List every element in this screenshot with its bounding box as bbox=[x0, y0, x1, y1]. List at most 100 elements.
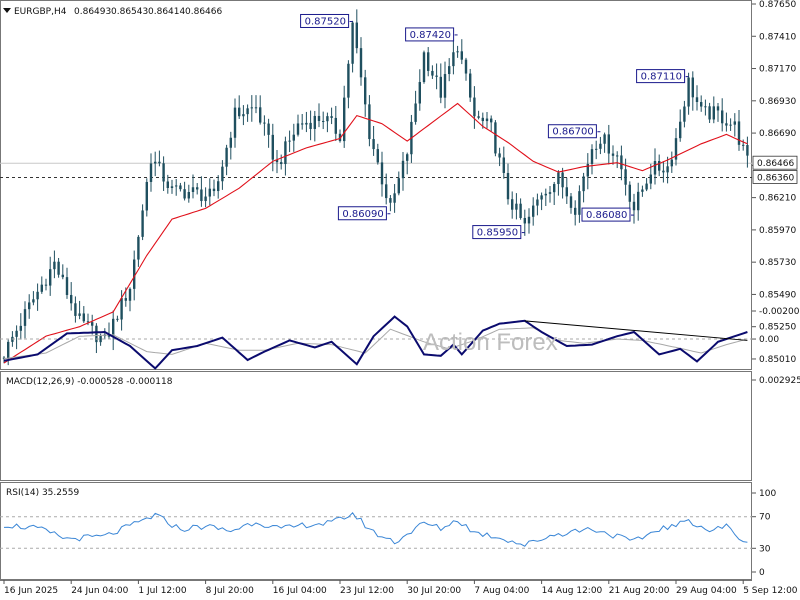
candle bbox=[679, 109, 682, 142]
time-tick-label: 29 Aug 04:00 bbox=[676, 586, 737, 596]
candle-body bbox=[65, 277, 69, 295]
candle bbox=[15, 325, 18, 350]
ohlc-high: 0.86543 bbox=[111, 7, 148, 17]
time-tick-label: 24 Jun 04:00 bbox=[71, 586, 128, 596]
candle bbox=[737, 109, 741, 151]
macd-layer bbox=[0, 315, 752, 370]
annotation-box bbox=[300, 13, 350, 28]
rsi-line bbox=[3, 512, 748, 547]
candle-body bbox=[721, 110, 724, 124]
candle-body bbox=[359, 48, 363, 78]
candle-body bbox=[519, 203, 522, 218]
candle bbox=[271, 123, 274, 172]
candle bbox=[616, 151, 619, 169]
candle bbox=[217, 175, 220, 199]
price-tag-box bbox=[752, 155, 798, 170]
candle bbox=[427, 47, 430, 77]
candle-body bbox=[611, 153, 615, 156]
price-annotation: 0.87520 bbox=[300, 13, 353, 28]
candle bbox=[574, 200, 577, 226]
candle-body bbox=[116, 318, 119, 320]
candle bbox=[183, 181, 186, 201]
candle-body bbox=[313, 115, 316, 129]
candle bbox=[632, 193, 636, 224]
candle-body bbox=[53, 261, 56, 270]
price-panel-frame bbox=[0, 0, 752, 370]
candle-body bbox=[448, 66, 451, 75]
candle-body bbox=[351, 22, 354, 64]
candle-body bbox=[595, 148, 598, 150]
candle-body bbox=[670, 159, 673, 167]
price-annotation: 0.85950 bbox=[472, 225, 525, 240]
candle-body bbox=[599, 143, 602, 149]
candle-body bbox=[70, 294, 73, 304]
candle bbox=[359, 37, 363, 86]
annotation-label: 0.86080 bbox=[586, 210, 627, 221]
time-tick-label: 14 Aug 12:00 bbox=[542, 586, 603, 596]
candle-body bbox=[250, 107, 253, 109]
candle-body bbox=[737, 121, 741, 145]
candle-body bbox=[683, 106, 686, 122]
candle-body bbox=[729, 124, 732, 126]
price-tag-label: 0.86360 bbox=[757, 173, 794, 183]
candle bbox=[372, 125, 375, 156]
candle bbox=[674, 128, 678, 166]
price-tag-box bbox=[752, 170, 798, 184]
candle bbox=[725, 112, 728, 132]
ohlc-low: 0.86414 bbox=[148, 7, 185, 17]
candle bbox=[670, 151, 673, 173]
candle-body bbox=[624, 169, 627, 185]
candle bbox=[200, 176, 203, 207]
candle bbox=[44, 278, 48, 291]
candle bbox=[259, 95, 262, 125]
candle bbox=[393, 184, 396, 213]
candle bbox=[637, 182, 640, 221]
candle bbox=[460, 39, 463, 65]
dropdown-arrow-icon[interactable] bbox=[3, 8, 11, 13]
candle-body bbox=[603, 134, 606, 144]
annotation-box bbox=[581, 207, 631, 222]
candle bbox=[712, 96, 715, 124]
candle bbox=[469, 68, 472, 102]
candle bbox=[485, 112, 489, 129]
candle bbox=[208, 178, 211, 206]
candle-body bbox=[284, 141, 287, 165]
reference-level-tag: 0.86360 bbox=[752, 170, 798, 184]
candle-body bbox=[233, 107, 237, 138]
candle bbox=[19, 313, 22, 340]
candle bbox=[53, 250, 56, 279]
candle-body bbox=[653, 161, 657, 175]
candle-body bbox=[607, 134, 610, 154]
candle bbox=[296, 114, 300, 137]
candle bbox=[443, 61, 447, 109]
candle bbox=[595, 140, 598, 160]
candle bbox=[137, 235, 140, 267]
time-tick-label: 5 Sep 12:00 bbox=[743, 586, 798, 596]
candle-body bbox=[86, 321, 90, 323]
candle-body bbox=[107, 334, 111, 337]
candle-body bbox=[649, 174, 652, 184]
candle bbox=[418, 69, 421, 111]
candle-body bbox=[540, 195, 543, 200]
candle bbox=[473, 86, 476, 129]
candle-body bbox=[569, 196, 573, 208]
candle-body bbox=[221, 166, 224, 182]
candle-body bbox=[616, 155, 619, 157]
candle-body bbox=[124, 298, 127, 301]
candle bbox=[65, 267, 69, 299]
price-tick-label: 0.87170 bbox=[759, 65, 796, 75]
candle bbox=[498, 147, 501, 167]
candle-body bbox=[725, 123, 728, 126]
price-tick-label: 0.86690 bbox=[759, 129, 796, 139]
price-tick-label: 0.86210 bbox=[759, 194, 796, 204]
candle-body bbox=[494, 122, 497, 154]
candle bbox=[166, 174, 169, 194]
candle-body bbox=[662, 170, 665, 173]
candle-body bbox=[301, 123, 304, 125]
candle-body bbox=[217, 181, 220, 192]
candle bbox=[523, 209, 526, 236]
annotation-label: 0.87420 bbox=[410, 30, 451, 41]
candle bbox=[334, 105, 337, 141]
candle-body bbox=[578, 191, 581, 215]
candle bbox=[32, 291, 35, 306]
